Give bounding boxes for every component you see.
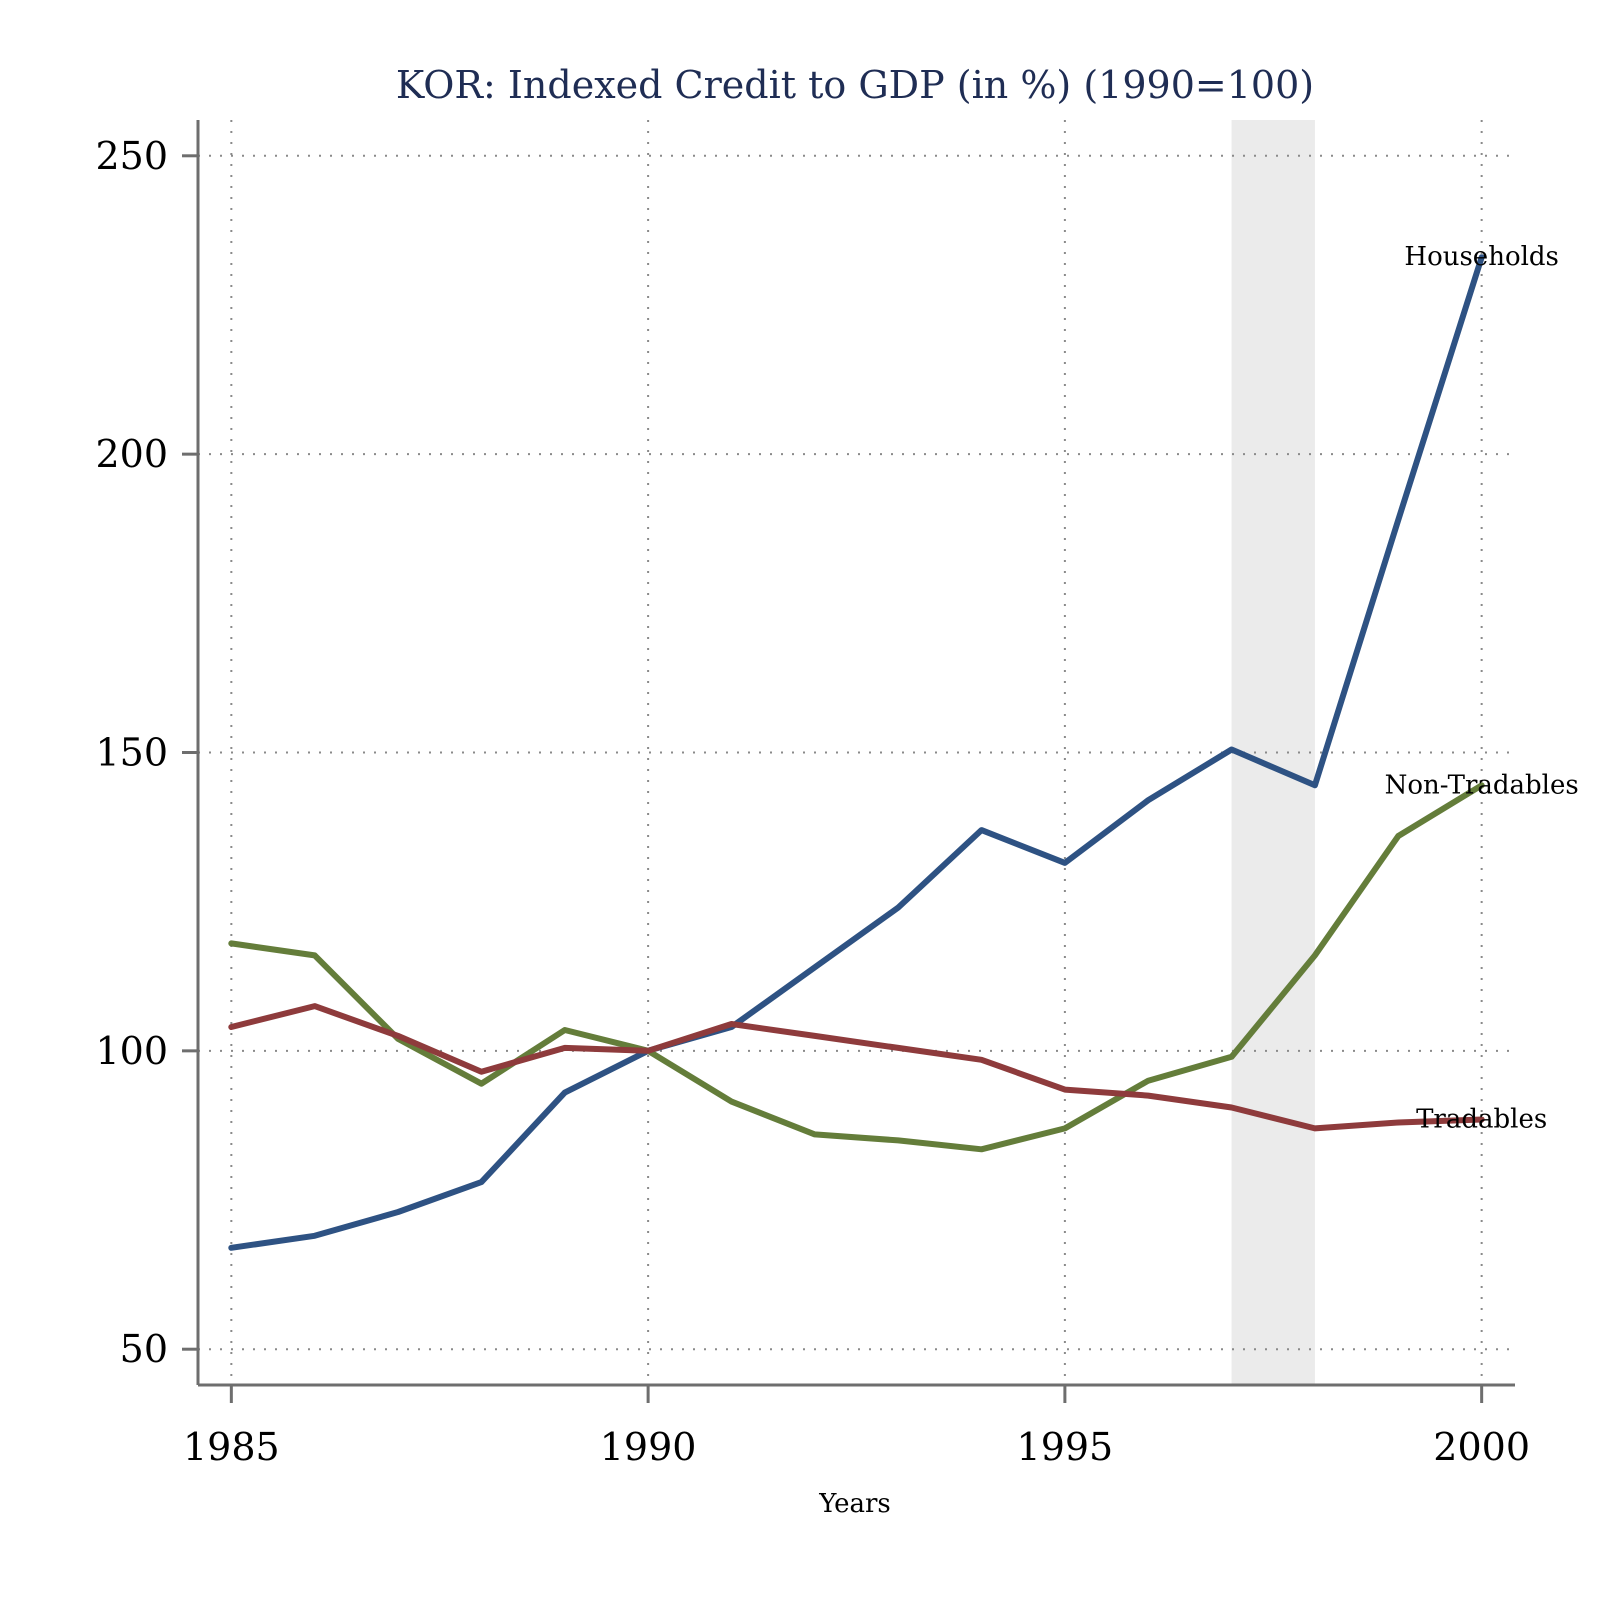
x-axis-title: Years (818, 1489, 891, 1519)
x-tick-label: 2000 (1433, 1425, 1530, 1469)
series-lines (228, 254, 1485, 1251)
y-tick-label: 50 (120, 1327, 168, 1371)
y-tick-label: 250 (95, 134, 168, 178)
x-tick-label: 1990 (600, 1425, 697, 1469)
axes: 50 100 150 200 250 1985 1990 1995 2000 (95, 120, 1530, 1469)
series-line-tradables (228, 1003, 1485, 1132)
series-line-households (228, 254, 1485, 1251)
series-label-households: Households (1404, 242, 1559, 272)
y-tick-label: 100 (95, 1029, 168, 1073)
x-tick-label: 1995 (1017, 1425, 1114, 1469)
grid-lines (198, 120, 1515, 1385)
series-label-non-tradables: Non-Tradables (1385, 770, 1579, 800)
series-line-non-tradables (228, 782, 1485, 1153)
x-tick-label: 1985 (183, 1425, 280, 1469)
y-tick-label: 150 (95, 731, 168, 775)
chart-title: KOR: Indexed Credit to GDP (in %) (1990=… (396, 63, 1314, 107)
y-tick-label: 200 (95, 432, 168, 476)
series-label-tradables: Tradables (1416, 1104, 1547, 1134)
series-labels: Households Non-Tradables Tradables (1385, 242, 1579, 1134)
